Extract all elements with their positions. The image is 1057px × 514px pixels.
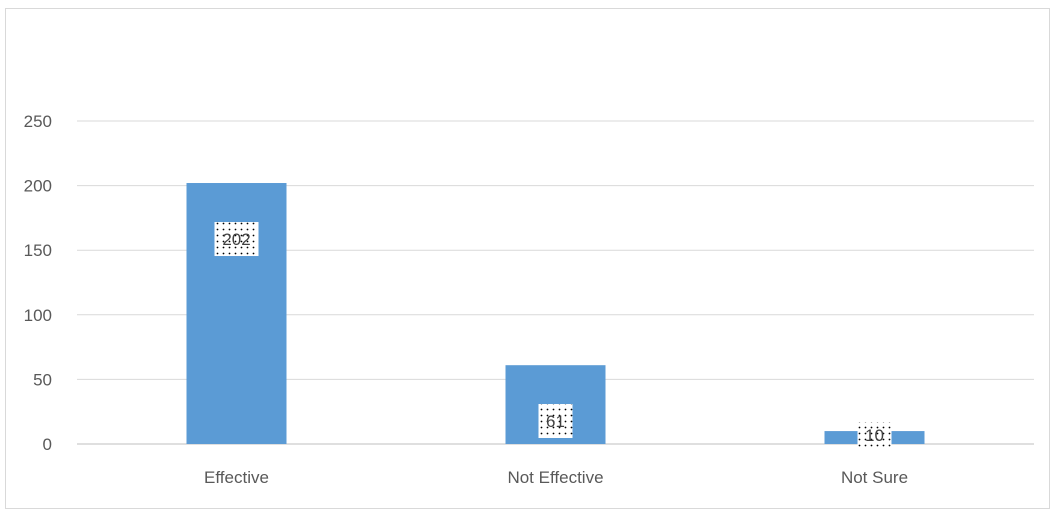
data-label-box: [538, 404, 573, 438]
x-tick-label: Not Effective: [507, 468, 603, 487]
data-label: 61: [546, 412, 565, 431]
y-tick-label: 150: [24, 241, 52, 260]
data-label: 10: [865, 426, 884, 445]
x-tick-label: Effective: [204, 468, 269, 487]
y-tick-label: 0: [43, 435, 52, 454]
y-tick-label: 250: [24, 112, 52, 131]
data-label-box: [214, 222, 259, 257]
data-label-box: [857, 422, 892, 448]
y-tick-label: 50: [33, 370, 52, 389]
y-tick-label: 200: [24, 177, 52, 196]
y-tick-label: 100: [24, 306, 52, 325]
data-label: 202: [222, 230, 250, 249]
x-tick-label: Not Sure: [841, 468, 908, 487]
